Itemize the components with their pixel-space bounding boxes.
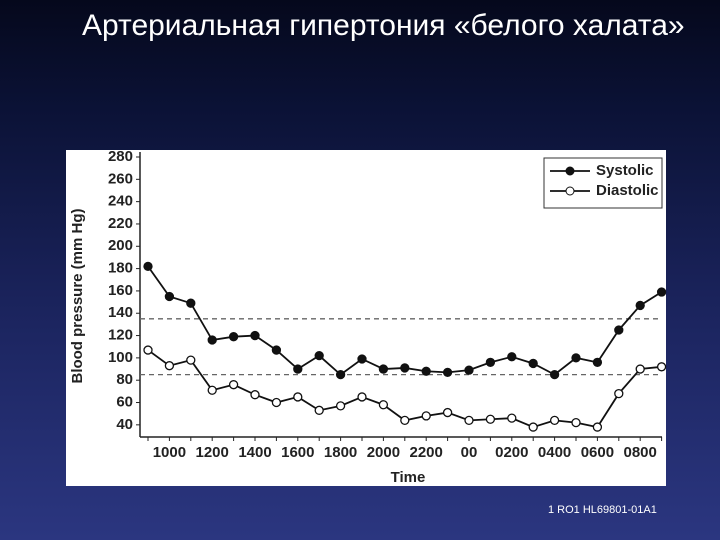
data-point [614, 388, 624, 399]
y-tick-label: 120 [108, 327, 133, 344]
x-tick-label: 0800 [624, 444, 657, 461]
x-tick-label: 0200 [495, 444, 528, 461]
legend [543, 157, 663, 209]
data-point [400, 363, 410, 373]
slide-title: Артериальная гипертония «белого халата» [82, 9, 685, 42]
y-tick-label: 140 [108, 304, 133, 321]
y-tick-label: 200 [108, 237, 133, 254]
data-point [143, 345, 153, 355]
data-point [357, 392, 367, 402]
data-point [614, 325, 624, 335]
footer: 1 RO1 HL69801-01A1 [548, 504, 657, 516]
data-point [207, 335, 217, 345]
data-point [293, 364, 303, 374]
data-point [507, 352, 517, 362]
data-point [549, 415, 560, 426]
data-point [357, 354, 367, 364]
data-point [656, 287, 667, 297]
data-point [271, 397, 282, 408]
data-point [250, 330, 260, 341]
x-tick-label: 0400 [538, 444, 571, 461]
data-point [464, 365, 474, 375]
data-point [421, 366, 431, 376]
data-point [507, 413, 517, 423]
x-tick-label: 1600 [281, 444, 314, 461]
y-axis-title: Blood pressure (mm Hg) [69, 208, 86, 383]
data-point [207, 385, 217, 395]
data-point [485, 414, 496, 424]
data-point [549, 369, 560, 380]
y-tick-label: 100 [108, 349, 133, 366]
y-tick-label: 240 [108, 193, 133, 210]
data-point [378, 364, 389, 374]
y-tick-label: 40 [116, 416, 133, 433]
x-tick-label: 1800 [324, 444, 357, 461]
y-tick-label: 60 [116, 393, 133, 410]
data-point [335, 401, 346, 411]
data-point [528, 422, 538, 432]
data-point [400, 415, 410, 426]
data-point [485, 357, 496, 367]
x-tick-label: 00 [461, 444, 478, 461]
x-tick-label: 0600 [581, 444, 614, 461]
data-point [228, 380, 239, 390]
data-point [228, 332, 239, 342]
data-point [571, 353, 581, 363]
data-point [592, 357, 603, 367]
data-point [314, 405, 324, 415]
data-point [164, 291, 175, 302]
data-point [335, 369, 346, 380]
data-point [464, 415, 474, 426]
y-tick-label: 160 [108, 282, 133, 299]
x-tick-label: 2000 [367, 444, 400, 461]
legend-label: Diastolic [596, 182, 659, 199]
data-point [571, 417, 581, 428]
x-tick-label: 2200 [410, 444, 443, 461]
legend-label: Systolic [596, 162, 654, 179]
y-tick-label: 220 [108, 215, 133, 232]
y-tick-label: 280 [108, 148, 133, 165]
data-point [378, 400, 389, 410]
x-tick-label: 1000 [153, 444, 186, 461]
data-point [143, 261, 153, 272]
data-point [164, 361, 175, 371]
data-point [442, 407, 453, 418]
data-point [250, 390, 260, 400]
data-point [528, 358, 538, 369]
x-axis-title: Time [391, 469, 426, 486]
data-point [186, 298, 196, 308]
x-tick-label: 1200 [196, 444, 229, 461]
legend-marker [565, 186, 575, 196]
y-tick-label: 260 [108, 170, 133, 187]
data-point [271, 345, 282, 355]
data-point [421, 411, 431, 421]
y-tick-label: 80 [116, 371, 133, 388]
data-point [293, 392, 303, 402]
data-point [635, 300, 645, 311]
y-tick-label: 180 [108, 260, 133, 277]
data-point [442, 367, 453, 378]
data-point [314, 350, 324, 361]
x-tick-label: 1400 [238, 444, 271, 461]
legend-marker [565, 166, 575, 176]
data-point [656, 362, 667, 372]
data-point [592, 422, 603, 432]
data-point [635, 364, 645, 374]
data-point [186, 355, 196, 365]
